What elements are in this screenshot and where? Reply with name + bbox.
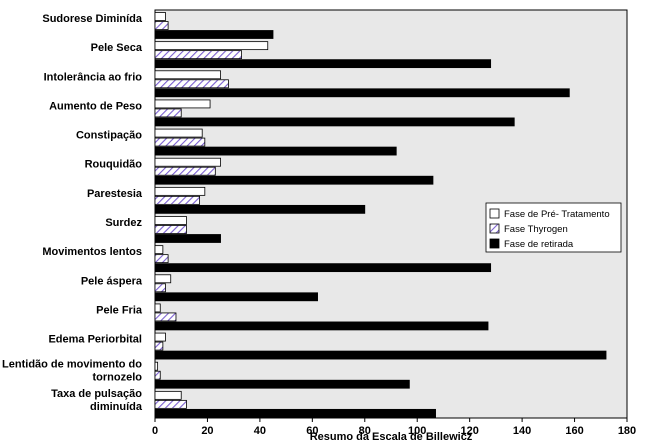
bar-withdrawal-12 [154,379,410,389]
bar-pre-treatment-4 [154,128,203,138]
bar-pre-treatment-13 [154,390,182,400]
category-label-0: Sudorese Diminída [42,13,143,25]
x-tick-label-8: 160 [565,425,583,437]
x-tick-label-6: 120 [460,425,478,437]
bar-thyrogen-13 [154,399,187,409]
category-label-7: Surdez [105,217,142,229]
bar-thyrogen-4 [154,137,206,147]
category-label-8: Movimentos lentos [42,246,142,258]
bar-withdrawal-1 [154,59,492,69]
bar-thyrogen-0 [154,21,169,30]
category-label-1: Pele Seca [91,42,143,54]
legend-swatch-thyrogen [489,223,500,234]
bar-withdrawal-7 [154,234,221,243]
bar-pre-treatment-7 [154,216,187,225]
bar-pre-treatment-9 [154,274,172,284]
category-label-5: Rouquidão [85,159,143,171]
bar-pre-treatment-0 [154,12,166,21]
bar-thyrogen-1 [154,50,242,60]
bar-withdrawal-5 [154,175,434,185]
legend-label-withdrawal: Fase de retirada [504,239,574,250]
bar-pre-treatment-1 [154,41,269,51]
bar-thyrogen-3 [154,108,182,118]
legend-swatch-withdrawal [489,238,500,249]
bar-withdrawal-9 [154,292,318,302]
category-label-3: Aumento de Peso [49,100,142,112]
bar-withdrawal-10 [154,321,489,331]
x-axis-label: Resumo da Escala de Billewicz [310,431,473,443]
bar-thyrogen-11 [154,341,164,351]
bar-pre-treatment-2 [154,70,221,80]
bar-thyrogen-9 [154,283,166,293]
bar-thyrogen-2 [154,79,229,89]
x-tick-label-3: 60 [306,425,318,437]
bar-withdrawal-11 [154,350,607,360]
legend-label-thyrogen: Fase Thyrogen [504,224,568,235]
legend-label-pre-treatment: Fase de Pré- Tratamento [504,209,610,220]
bar-withdrawal-0 [154,30,274,39]
legend-box [485,202,622,253]
category-label-13: Taxa de pulsação diminuída [51,388,143,413]
bar-pre-treatment-8 [154,245,164,255]
bar-withdrawal-2 [154,88,570,98]
bar-withdrawal-13 [154,408,436,418]
x-tick-label-1: 20 [201,425,213,437]
bar-pre-treatment-6 [154,186,206,196]
x-tick-label-0: 0 [152,425,158,437]
bar-withdrawal-3 [154,117,515,127]
category-label-9: Pele áspera [81,275,143,287]
legend-swatch-pre-treatment [489,208,500,219]
bar-thyrogen-5 [154,166,216,176]
category-label-11: Edema Periorbital [48,334,142,346]
bar-withdrawal-8 [154,263,492,273]
bar-withdrawal-6 [154,204,366,214]
bar-thyrogen-7 [154,225,187,234]
category-label-6: Parestesia [87,188,143,200]
category-label-2: Intolerância ao frio [44,71,143,83]
x-tick-label-9: 180 [618,425,636,437]
bar-withdrawal-4 [154,146,397,156]
bar-pre-treatment-10 [154,303,161,313]
bar-thyrogen-12 [154,370,161,380]
bar-thyrogen-10 [154,312,177,322]
legend: Fase de Pré- Tratamento Fase Thyrogen Fase… [485,202,622,253]
category-label-12: Lentidão de movimento do tornozelo [2,359,142,384]
x-tick-label-7: 140 [513,425,531,437]
x-tick-label-2: 40 [254,425,266,437]
category-label-10: Pele Fria [96,304,143,316]
bar-thyrogen-6 [154,195,200,205]
category-label-4: Constipação [76,130,142,142]
bar-thyrogen-8 [154,254,169,264]
bar-pre-treatment-11 [154,332,166,342]
bar-pre-treatment-3 [154,99,211,109]
x-tick-label-5: 100 [408,425,426,437]
bar-pre-treatment-5 [154,157,221,167]
x-tick-label-4: 80 [359,425,371,437]
bar-pre-treatment-12 [154,361,159,371]
